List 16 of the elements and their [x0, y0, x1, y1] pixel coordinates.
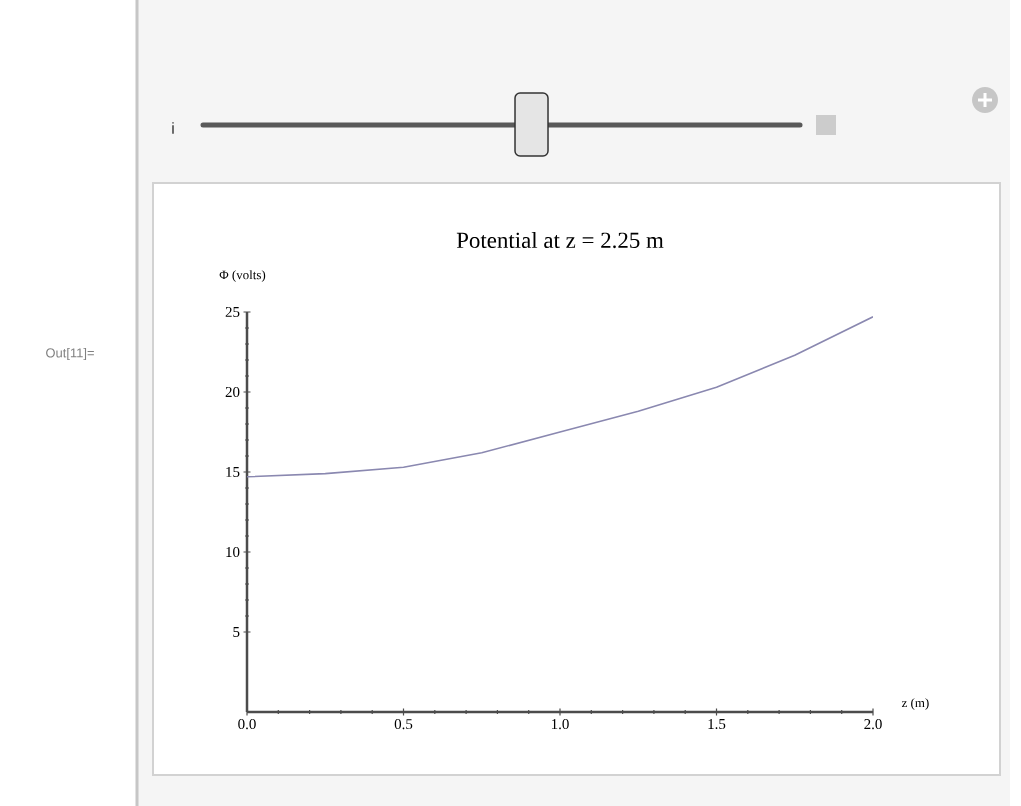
x-tick-label: 1.5 — [708, 719, 726, 730]
y-tick-label: 5 — [233, 627, 240, 637]
x-tick-label: 1.0 — [551, 719, 569, 730]
x-tick-label: 2.0 — [864, 719, 882, 730]
y-tick-label: 10 — [226, 546, 240, 558]
text: Out[11]= — [46, 347, 94, 361]
x-axis-title: z (m) — [901, 698, 929, 710]
x-tick-label: 0.5 — [394, 719, 413, 730]
x-tick-label: 0.0 — [238, 719, 256, 730]
y-axis-title: Φ (volts) — [219, 270, 266, 282]
y-tick-label: 20 — [225, 386, 240, 398]
text: i — [172, 122, 174, 134]
chart-title: Potential at z = 2.25 m — [456, 231, 664, 249]
y-tick-label: 25 — [225, 306, 240, 318]
y-tick-label: 15 — [226, 467, 240, 477]
line-series — [247, 316, 874, 478]
